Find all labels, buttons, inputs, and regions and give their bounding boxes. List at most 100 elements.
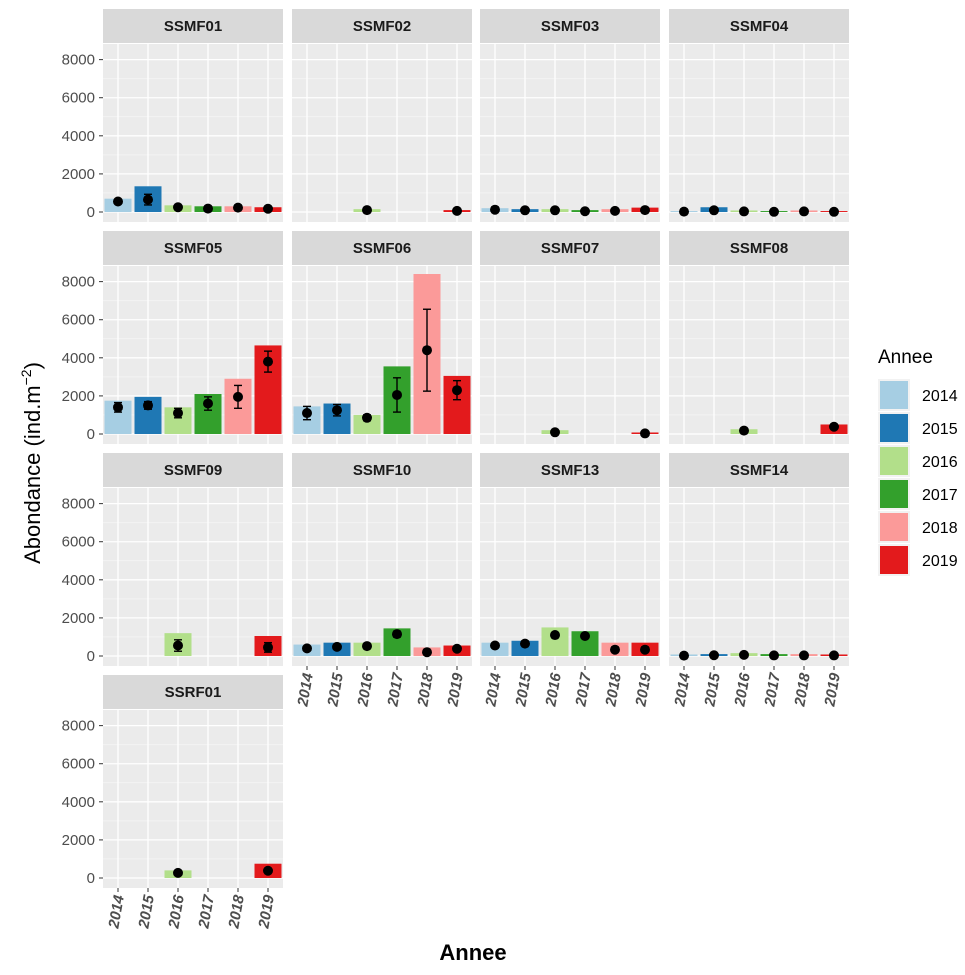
y-tick-label: 2000 [62,610,95,627]
facet-strip [103,231,283,265]
facet-strip [480,9,660,43]
mean-point [709,650,719,661]
legend-label: 2016 [922,454,958,471]
mean-point [769,650,779,661]
legend-label: 2018 [922,520,958,537]
facet-label: SSMF13 [541,462,599,479]
facet-label: SSMF02 [353,18,411,35]
x-tick-label: 2018 [225,893,248,930]
y-tick-label: 8000 [62,718,95,735]
facet-label: SSMF06 [353,240,411,257]
mean-point [739,206,749,217]
x-tick-label: 2019 [255,893,278,930]
y-tick-label: 4000 [62,794,95,811]
legend: Annee 2014 2015 2016 2017 2018 2019 [878,347,958,576]
y-tick-label: 8000 [62,274,95,291]
x-tick-label: 2018 [414,671,437,708]
y-tick-label: 0 [87,426,95,443]
legend-label: 2014 [922,388,958,405]
x-tick-label: 2019 [444,671,467,708]
legend-label: 2015 [922,421,958,438]
y-tick-label: 8000 [62,52,95,69]
y-tick-label: 4000 [62,572,95,589]
facet-strip [480,231,660,265]
mean-point [550,630,560,641]
legend-swatch-2014 [880,381,908,409]
x-tick-label: 2017 [195,893,218,930]
legend-label: 2017 [922,487,958,504]
x-tick-label: 2016 [542,671,565,708]
mean-point [422,647,432,658]
x-tick-label: 2019 [821,671,844,708]
mean-point [173,867,183,878]
legend-swatch-2015 [880,414,908,442]
mean-point [143,194,153,205]
mean-point [490,204,500,215]
mean-point [233,202,243,213]
panel-background [480,266,660,444]
panel-background [103,266,283,444]
panel-background [292,266,472,444]
y-axis-title: Abondance (ind.m−2) [18,362,45,564]
panel-background [480,488,660,666]
x-tick-label: 2018 [602,671,625,708]
mean-point [799,206,809,217]
panel-background [669,44,849,222]
mean-point [173,202,183,213]
x-tick-label: 2019 [632,671,655,708]
facet-strip [669,9,849,43]
panel-background [292,488,472,666]
mean-point [392,389,402,400]
mean-point [302,643,312,654]
panel-background [480,44,660,222]
y-tick-label: 2000 [62,388,95,405]
facet-strip [669,231,849,265]
mean-point [332,405,342,416]
mean-point [739,649,749,660]
x-tick-label: 2016 [354,671,377,708]
y-tick-label: 4000 [62,350,95,367]
mean-point [829,650,839,661]
y-tick-label: 2000 [62,166,95,183]
y-axis-title-main: Abondance (ind.m [20,385,45,564]
mean-point [302,408,312,419]
y-axis-title-close: ) [20,362,45,369]
mean-point [640,644,650,655]
legend-swatch-2016 [880,447,908,475]
x-tick-label: 2014 [294,671,317,708]
panel-background [103,44,283,222]
y-tick-label: 0 [87,204,95,221]
x-tick-label: 2015 [135,893,158,930]
mean-point [173,408,183,419]
mean-point [203,398,213,409]
x-tick-label: 2014 [671,671,694,708]
facet-label: SSMF09 [164,462,222,479]
facet-label: SSMF01 [164,18,222,35]
facet-strip [292,9,472,43]
mean-point [640,428,650,439]
y-tick-label: 4000 [62,128,95,145]
mean-point [769,206,779,217]
mean-point [332,641,342,652]
mean-point [113,196,123,207]
facet-label: SSRF01 [165,684,222,701]
mean-point [452,385,462,396]
y-tick-label: 6000 [62,534,95,551]
facet-strip [292,231,472,265]
mean-point [452,643,462,654]
x-tick-label: 2015 [512,671,535,708]
mean-point [362,412,372,423]
mean-point [520,205,530,216]
panel-background [103,710,283,888]
x-tick-label: 2017 [761,671,784,708]
mean-point [640,205,650,216]
facet-strip [480,453,660,487]
mean-point [113,402,123,413]
y-tick-label: 6000 [62,90,95,107]
mean-point [580,631,590,641]
mean-point [829,206,839,217]
legend-swatch-2018 [880,513,908,541]
mean-point [520,638,530,649]
mean-point [679,206,689,217]
mean-point [263,642,273,653]
